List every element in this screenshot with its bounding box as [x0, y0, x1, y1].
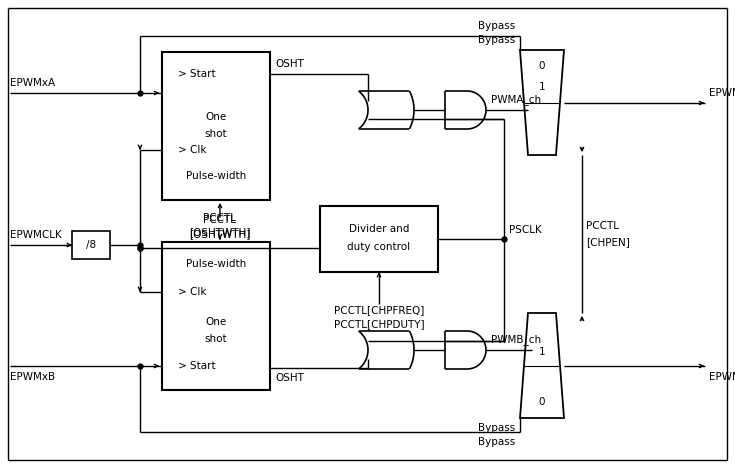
Text: PWMA_ch: PWMA_ch [491, 95, 541, 105]
Text: Bypass: Bypass [478, 423, 515, 433]
Text: 0: 0 [539, 397, 545, 407]
Bar [72, 231, 110, 259]
Text: > Clk: > Clk [178, 287, 207, 297]
Text: Pulse-width: Pulse-width [186, 259, 246, 269]
Bar [162, 242, 270, 390]
Text: shot: shot [204, 334, 227, 344]
Text: PCCTL[CHPFREQ]: PCCTL[CHPFREQ] [334, 305, 424, 315]
Text: EPWMxA: EPWMxA [10, 78, 55, 88]
Text: EPWMCLK: EPWMCLK [10, 230, 62, 240]
Text: One: One [205, 112, 226, 122]
Text: Bypass: Bypass [478, 21, 515, 31]
Text: PCCTL: PCCTL [204, 215, 237, 225]
Text: EPWMxA: EPWMxA [709, 88, 735, 98]
Text: OSHT: OSHT [275, 373, 304, 383]
Text: PCCTL[CHPDUTY]: PCCTL[CHPDUTY] [334, 319, 424, 329]
Text: 0: 0 [539, 61, 545, 71]
Text: PCCTL: PCCTL [586, 221, 619, 231]
Text: 1: 1 [539, 82, 545, 92]
Text: [OSHTWTH]: [OSHTWTH] [190, 227, 251, 237]
Text: EPWMxB: EPWMxB [10, 372, 55, 382]
Text: One: One [205, 317, 226, 327]
Text: Divider and: Divider and [349, 224, 409, 234]
Text: 1: 1 [539, 347, 545, 357]
Text: Bypass: Bypass [478, 437, 515, 447]
Text: [CHPEN]: [CHPEN] [586, 237, 630, 247]
Text: PCCTL: PCCTL [204, 213, 237, 223]
Text: > Clk: > Clk [178, 145, 207, 155]
Text: > Start: > Start [178, 69, 215, 79]
Text: duty control: duty control [348, 242, 411, 252]
Text: /8: /8 [86, 240, 96, 250]
Text: shot: shot [204, 129, 227, 139]
Text: [OSHTWTH]: [OSHTWTH] [190, 229, 251, 239]
Text: EPWMxB: EPWMxB [709, 372, 735, 382]
Text: > Start: > Start [178, 361, 215, 371]
Text: Bypass: Bypass [478, 35, 515, 45]
Text: Pulse-width: Pulse-width [186, 171, 246, 181]
Bar [320, 206, 438, 272]
Bar [162, 52, 270, 200]
Text: OSHT: OSHT [275, 59, 304, 69]
Text: PWMB_ch: PWMB_ch [491, 335, 541, 345]
Text: PSCLK: PSCLK [509, 225, 542, 235]
